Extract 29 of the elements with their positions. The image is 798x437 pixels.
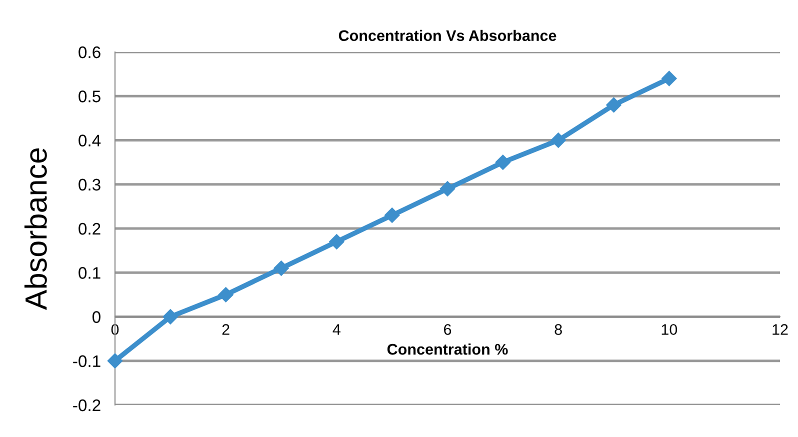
- chart-title: Concentration Vs Absorbance: [338, 30, 556, 42]
- point: [440, 181, 456, 196]
- y-tick-label: 0.6: [78, 46, 100, 58]
- y-tick-label: 0: [92, 311, 100, 323]
- y-tick-label: 0.5: [78, 90, 100, 102]
- x-tick-label: 12: [772, 324, 788, 335]
- point: [550, 132, 566, 148]
- point: [218, 287, 234, 302]
- y-tick-label: 0.1: [78, 267, 100, 279]
- y-tick-label: -0.2: [73, 399, 100, 412]
- point: [274, 260, 289, 276]
- y-axis-title: Absorbance: [24, 148, 47, 310]
- x-tick-label: 6: [444, 324, 452, 335]
- y-tick-label: 0.3: [78, 178, 100, 191]
- y-tick-label: 0.2: [78, 222, 100, 235]
- y-tick-label: -0.1: [73, 355, 100, 368]
- x-tick-label: 8: [554, 324, 562, 335]
- point: [329, 234, 344, 250]
- y-tick-label: 0.4: [78, 134, 101, 146]
- x-tick-label: 10: [662, 324, 678, 335]
- point: [384, 208, 400, 223]
- point: [662, 70, 677, 86]
- point: [606, 97, 622, 113]
- x-tick-label: 4: [332, 324, 340, 335]
- point: [495, 154, 510, 170]
- point: [107, 353, 123, 368]
- point: [162, 309, 178, 324]
- x-axis-title: Concentration %: [387, 343, 508, 355]
- x-tick-label: 2: [222, 324, 230, 335]
